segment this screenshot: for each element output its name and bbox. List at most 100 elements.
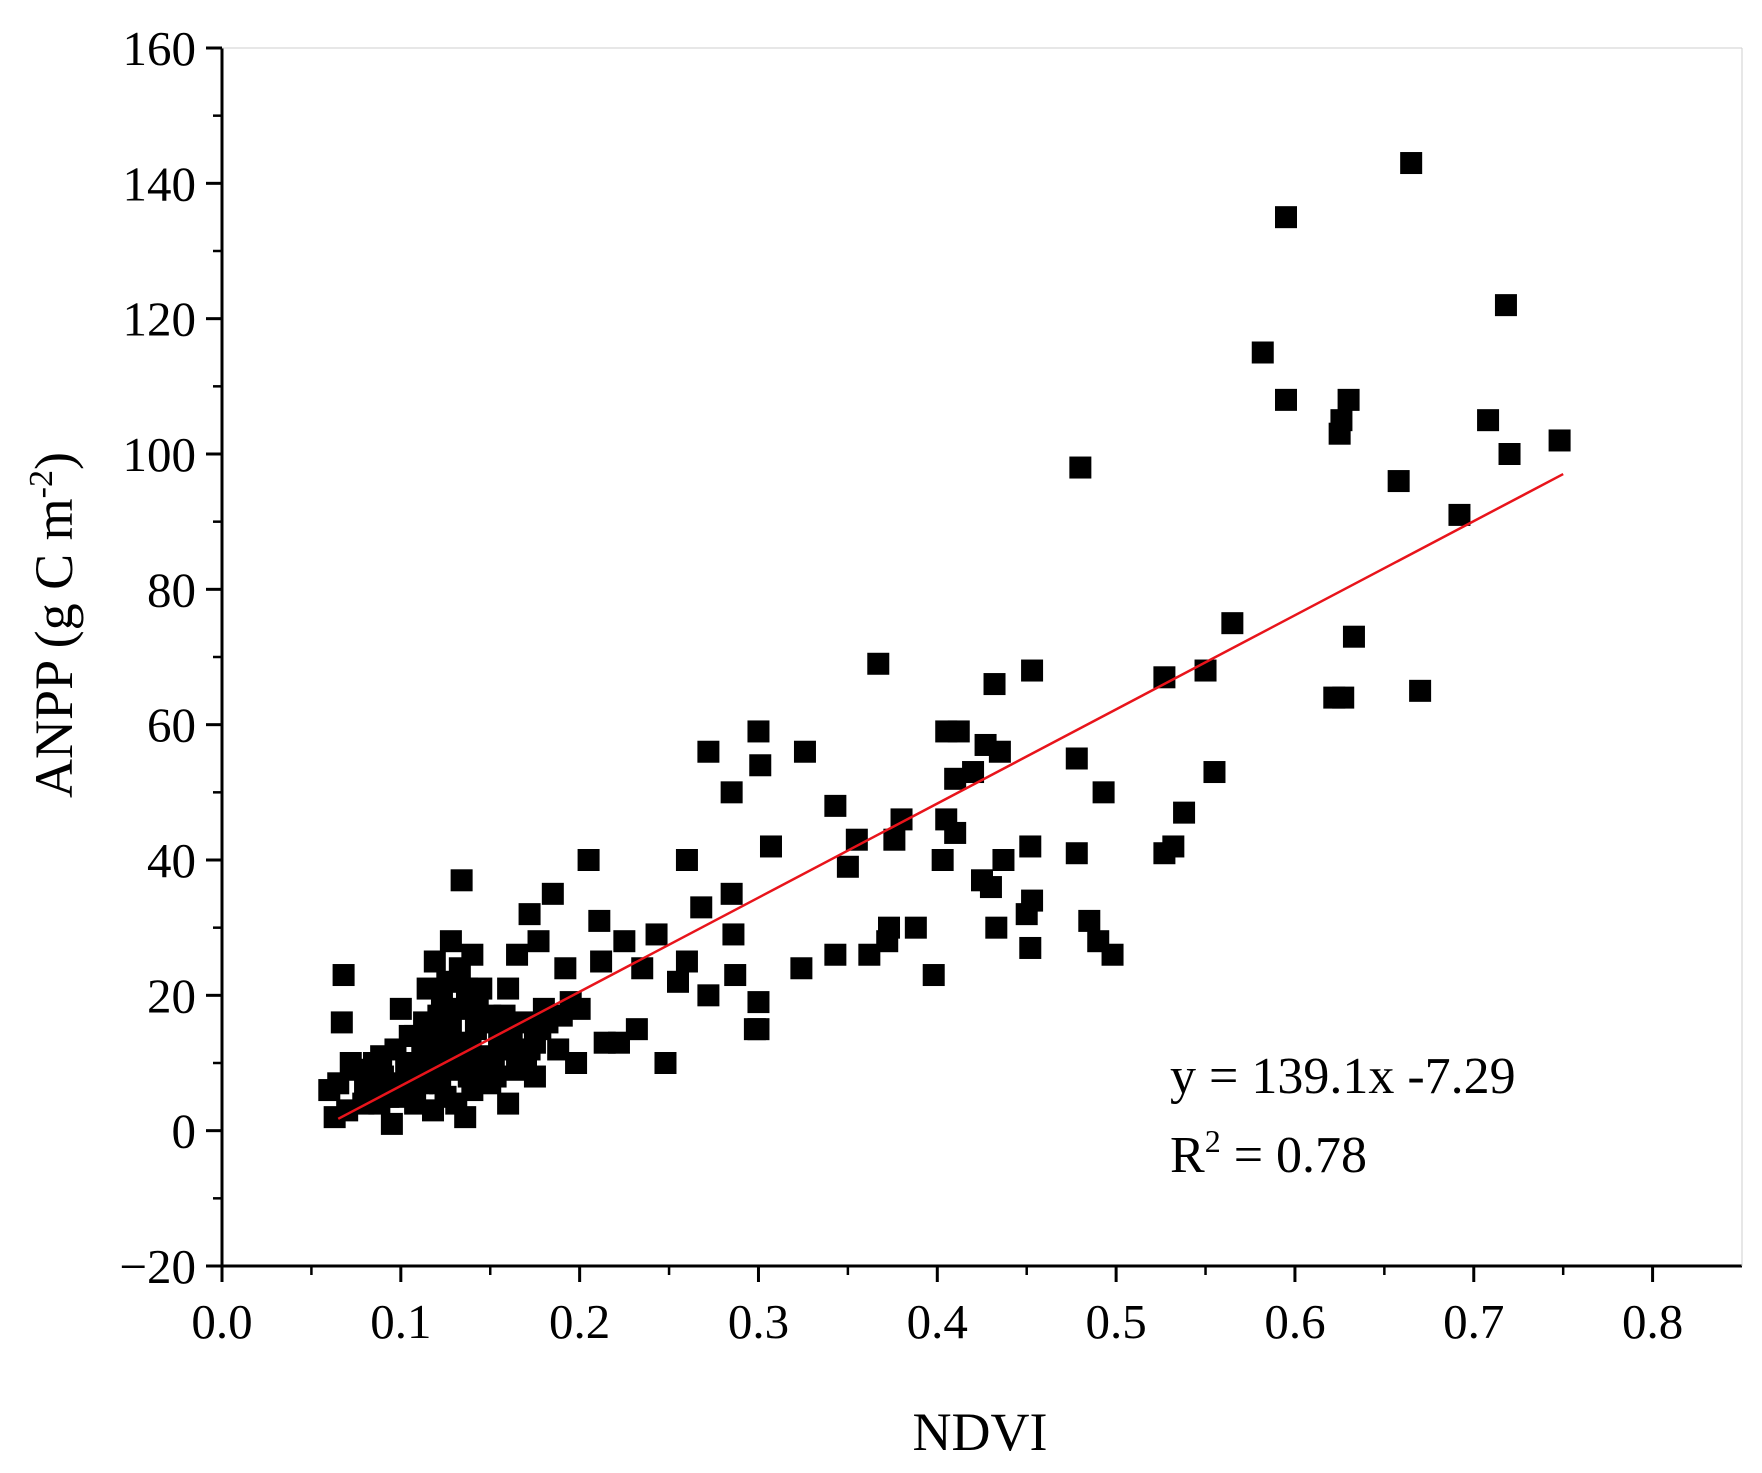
data-point <box>1337 388 1360 411</box>
data-point <box>790 957 813 980</box>
data-point <box>1078 909 1101 932</box>
data-point <box>577 849 600 871</box>
data-point <box>1251 341 1274 364</box>
data-point <box>422 1099 445 1122</box>
data-point <box>747 991 770 1014</box>
y-axis-ticks: −20 0 20 40 60 80 100 120 140 160 <box>119 21 222 1294</box>
x-tick-label: 0.2 <box>549 1294 610 1349</box>
x-tick-label: 0.8 <box>1622 1294 1683 1349</box>
data-point <box>904 916 927 939</box>
data-point <box>416 977 439 1000</box>
data-point <box>824 943 847 966</box>
data-point <box>1203 761 1226 784</box>
data-point <box>1092 781 1115 804</box>
data-point <box>411 1038 434 1061</box>
data-point <box>793 740 816 763</box>
y-axis-title: ANPP (g C m-2) <box>23 452 84 798</box>
data-point <box>323 1106 346 1129</box>
data-point <box>588 909 611 932</box>
y-tick-label: −20 <box>119 1239 196 1294</box>
data-point <box>1101 943 1124 966</box>
data-point <box>330 1011 353 1034</box>
data-point <box>439 930 462 953</box>
data-point <box>1548 429 1571 452</box>
y-tick-label: 140 <box>123 156 197 211</box>
data-point <box>743 1018 766 1041</box>
data-point <box>427 1004 450 1027</box>
data-point <box>518 903 541 926</box>
data-point <box>332 964 355 987</box>
data-point <box>434 1038 457 1061</box>
data-point <box>423 950 446 973</box>
data-point <box>593 1031 616 1054</box>
x-tick-label: 0.3 <box>728 1294 789 1349</box>
y-tick-label: 60 <box>147 698 196 753</box>
data-point <box>675 950 698 973</box>
data-point <box>983 673 1006 696</box>
data-point <box>667 970 689 993</box>
x-tick-label: 0.6 <box>1264 1294 1325 1349</box>
data-point <box>1069 456 1092 479</box>
data-point <box>527 930 550 953</box>
regression-equation: y = 139.1x -7.29 <box>1170 1048 1516 1105</box>
data-point <box>1019 835 1042 858</box>
y-tick-label: 20 <box>147 968 196 1023</box>
data-point <box>935 720 958 743</box>
y-axis-title-end: ) <box>24 452 84 470</box>
x-axis-ticks: 0.0 0.1 0.2 0.3 0.4 0.5 0.6 0.7 0.8 <box>191 1266 1683 1349</box>
data-point <box>858 943 881 966</box>
data-point <box>506 943 529 966</box>
y-tick-label: 80 <box>147 562 196 617</box>
data-point <box>1275 388 1297 411</box>
data-point <box>472 1011 495 1034</box>
data-point <box>1328 422 1351 445</box>
data-point <box>1021 659 1044 682</box>
data-point <box>547 1038 570 1061</box>
data-point <box>1275 206 1297 229</box>
data-point <box>931 849 954 871</box>
r-squared-label: R2 = 0.78 <box>1170 1123 1367 1184</box>
y-tick-label: 40 <box>147 833 196 888</box>
data-point <box>1221 612 1244 635</box>
data-point <box>541 882 564 905</box>
data-point <box>380 1112 403 1135</box>
data-point <box>836 855 859 878</box>
data-point <box>377 1085 400 1108</box>
y-tick-label: 120 <box>123 292 197 347</box>
data-point <box>876 930 899 953</box>
y-tick-label: 0 <box>172 1104 197 1159</box>
data-point <box>370 1045 393 1068</box>
data-point <box>625 1018 648 1041</box>
data-point <box>697 984 720 1007</box>
data-point <box>1153 842 1176 865</box>
data-point <box>438 1058 461 1081</box>
data-point <box>645 923 668 946</box>
data-point <box>448 957 471 980</box>
data-point <box>590 950 613 973</box>
x-tick-label: 0.1 <box>370 1294 431 1349</box>
data-point <box>1498 443 1521 465</box>
data-point <box>971 869 993 892</box>
data-point <box>1065 747 1088 770</box>
data-point <box>523 1031 546 1054</box>
data-point <box>1494 294 1517 317</box>
data-point <box>613 930 636 953</box>
data-point <box>497 1092 520 1115</box>
data-point <box>359 1072 382 1095</box>
data-point <box>824 794 847 817</box>
data-point <box>974 733 997 756</box>
x-tick-label: 0.5 <box>1085 1294 1146 1349</box>
data-point <box>935 808 958 831</box>
data-point <box>450 869 473 892</box>
data-point <box>724 964 747 987</box>
data-point <box>985 916 1008 939</box>
y-tick-label: 160 <box>123 21 197 76</box>
data-point <box>1342 625 1365 648</box>
data-point <box>352 1092 375 1115</box>
data-point <box>1400 152 1423 175</box>
data-points <box>318 152 1571 1135</box>
y-tick-label: 100 <box>123 427 197 482</box>
x-tick-label: 0.7 <box>1443 1294 1504 1349</box>
